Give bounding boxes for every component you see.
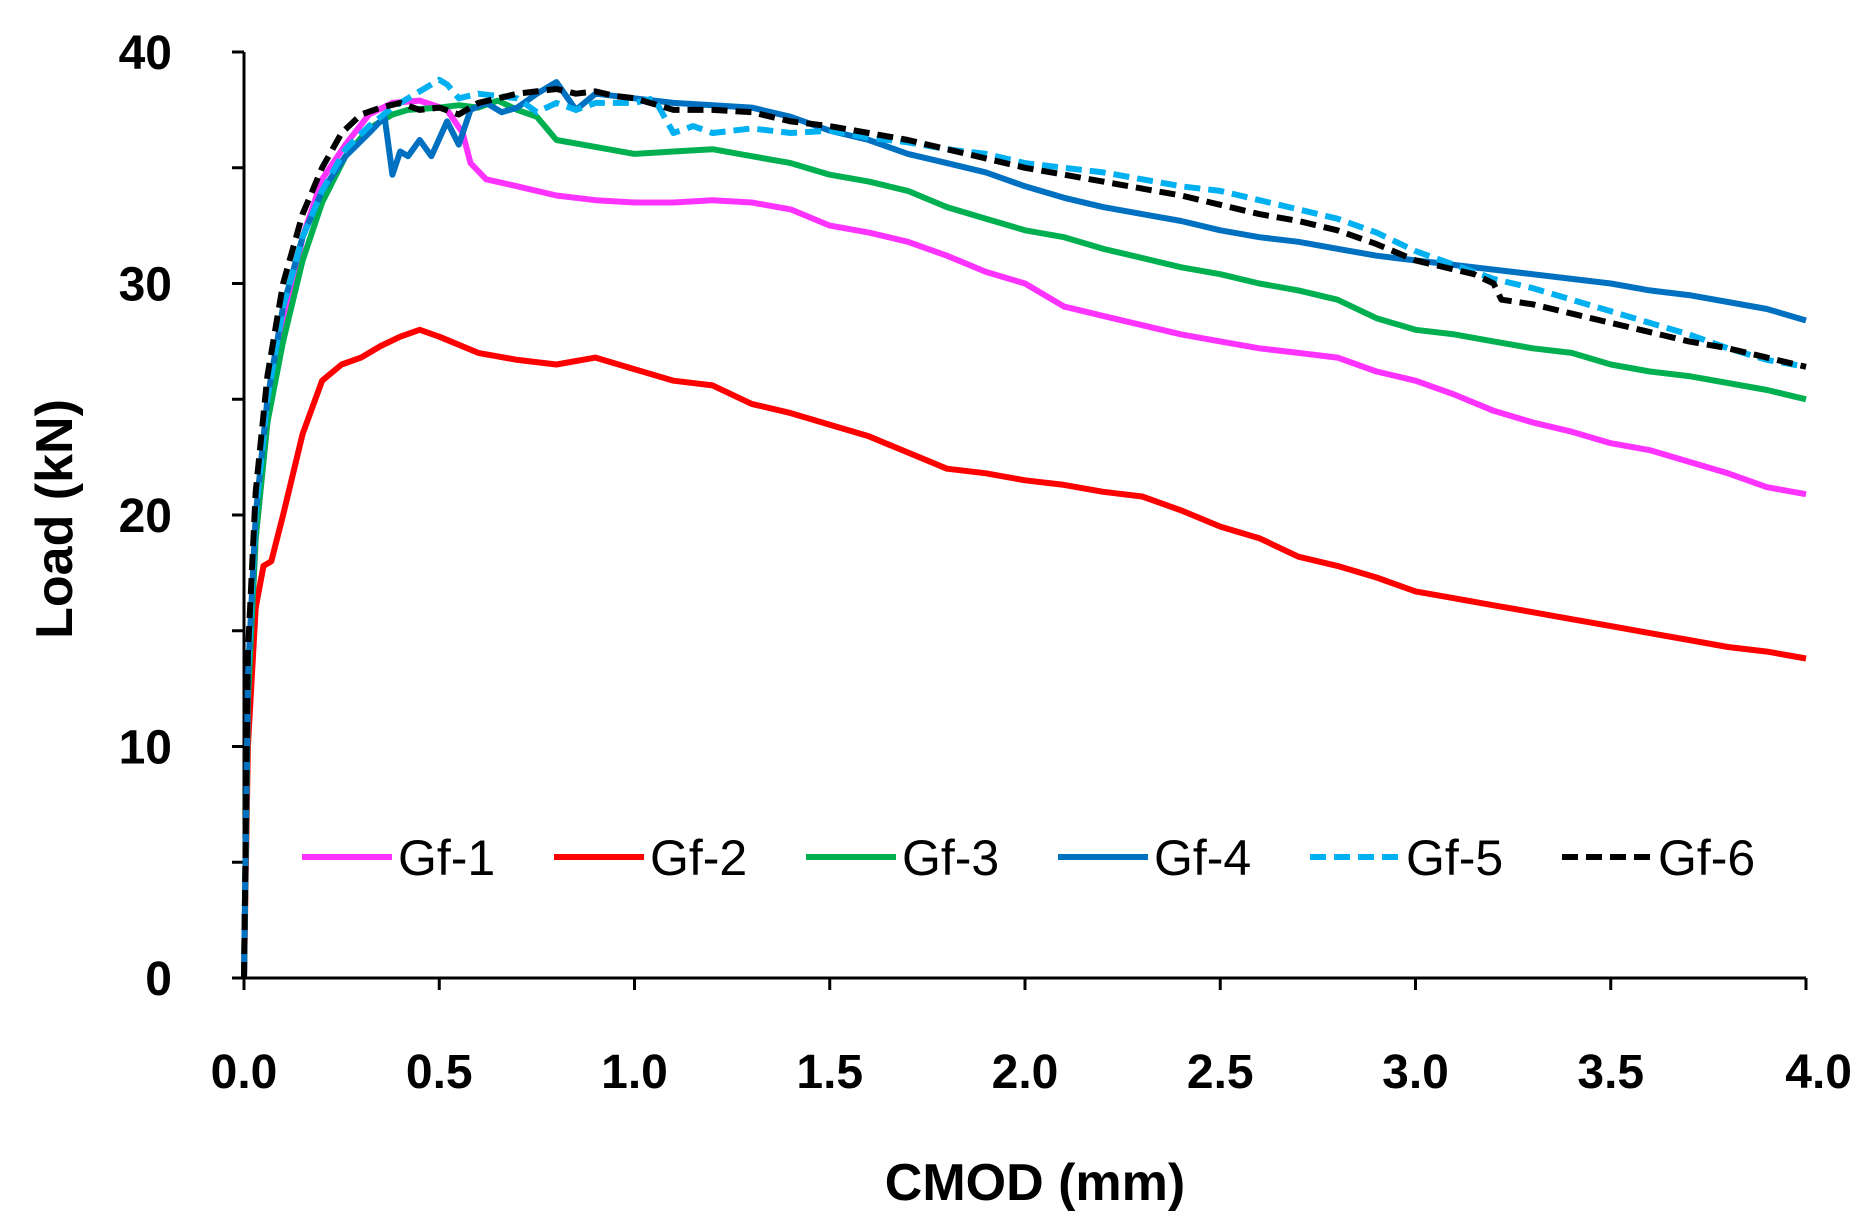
series-line-gf-6 [241,86,1807,979]
legend-label-gf-1: Gf-1 [398,830,495,886]
y-tick-label: 40 [119,27,172,80]
x-tick-label: 0.0 [211,1046,278,1099]
x-tick-label: 2.5 [1187,1046,1254,1099]
y-tick-label: 30 [119,259,172,312]
x-axis-title: CMOD (mm) [885,1154,1185,1212]
series-line-gf-2 [241,326,1807,979]
axes: 0 10 20 30 40 0.0 0.5 1.0 1.5 2.0 2.5 3.0 3.5 4.0 [119,27,1852,1099]
legend-label-gf-5: Gf-5 [1406,830,1503,886]
legend-label-gf-3: Gf-3 [902,830,999,886]
x-tick-label: 1.0 [601,1046,668,1099]
x-tick-label: 3.0 [1382,1046,1449,1099]
x-tick-label: 1.5 [796,1046,863,1099]
legend: Gf-1 Gf-2 Gf-3 Gf-4 Gf-5 Gf-6 [302,830,1755,886]
x-tick-label: 3.5 [1577,1046,1644,1099]
y-tick-label: 0 [145,953,172,1006]
y-tick-label: 20 [119,490,172,543]
legend-label-gf-4: Gf-4 [1154,830,1251,886]
x-tick-label: 2.0 [992,1046,1059,1099]
x-tick-label: 0.5 [406,1046,473,1099]
legend-label-gf-2: Gf-2 [650,830,747,886]
plot-area [241,76,1807,979]
y-tick-label: 10 [119,722,172,775]
y-axis-title: Load (kN) [26,399,84,639]
legend-label-gf-6: Gf-6 [1658,830,1755,886]
x-tick-label: 4.0 [1785,1046,1852,1099]
